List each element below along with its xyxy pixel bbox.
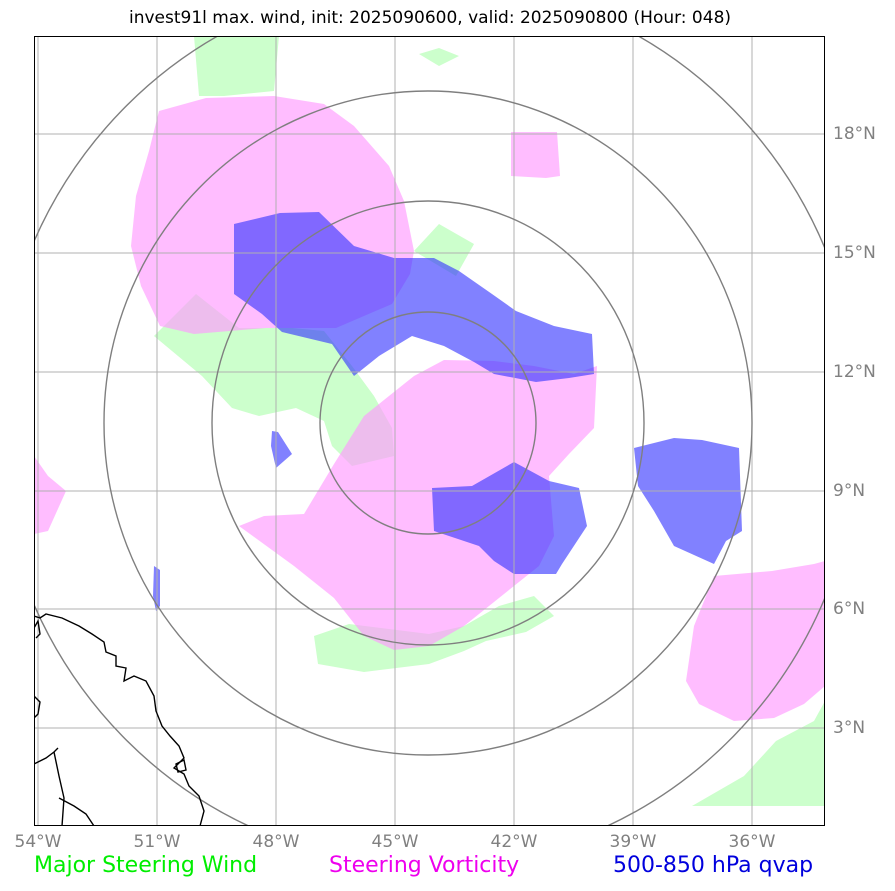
- lon-label-36w: 36°W: [728, 832, 776, 852]
- coastline-main: [34, 613, 205, 826]
- wind-region-north: [194, 36, 279, 96]
- map-plot: [34, 36, 825, 826]
- lon-label-45w: 45°W: [371, 832, 419, 852]
- range-ring-inner: [319, 311, 537, 535]
- wind-region-top-small: [419, 48, 459, 66]
- coastline-island-small: [175, 758, 187, 773]
- lat-label-3n: 3°N: [833, 718, 866, 738]
- graticule: [34, 36, 825, 826]
- vorticity-region-central: [239, 360, 597, 650]
- qvap-region-north-band: [234, 212, 594, 382]
- steering-vorticity-layer: [34, 96, 825, 721]
- qvap-region-east: [634, 438, 742, 564]
- lat-label-9n: 9°N: [833, 481, 866, 501]
- coastline-west-island: [34, 695, 41, 719]
- lon-label-48w: 48°W: [252, 832, 300, 852]
- legend-steering-vorticity: Steering Vorticity: [329, 853, 520, 878]
- plot-border: [34, 36, 825, 826]
- range-ring-third: [103, 90, 753, 756]
- lat-label-6n: 6°N: [833, 599, 866, 619]
- lon-label-39w: 39°W: [609, 832, 657, 852]
- coastline: [34, 613, 205, 826]
- legend-qvap: 500-850 hPa qvap: [613, 853, 814, 878]
- lat-label-18n: 18°N: [833, 124, 876, 144]
- range-rings: [34, 36, 825, 826]
- wind-region-center: [414, 224, 474, 276]
- lon-label-51w: 51°W: [133, 832, 181, 852]
- coastline-north-tip: [34, 618, 41, 639]
- map-title: invest91l max. wind, init: 2025090600, v…: [128, 8, 732, 28]
- qvap-layer: [153, 212, 742, 611]
- wind-region-west: [154, 294, 394, 466]
- border-line-3: [58, 797, 95, 826]
- lon-label-42w: 42°W: [490, 832, 538, 852]
- qvap-region-south-center: [432, 462, 587, 574]
- vorticity-region-west-edge: [34, 456, 66, 534]
- wind-region-southeast: [692, 701, 825, 806]
- vorticity-region-top-right: [511, 132, 560, 178]
- lon-label-54w: 54°W: [14, 832, 62, 852]
- range-ring-second: [211, 200, 645, 646]
- lat-label-15n: 15°N: [833, 243, 876, 263]
- qvap-region-west-sliver: [271, 431, 292, 468]
- border-line-2: [53, 751, 65, 826]
- legend-steering-wind: Major Steering Wind: [34, 853, 258, 878]
- border-line-1: [34, 747, 59, 765]
- lat-label-12n: 12°N: [833, 362, 876, 382]
- vorticity-region-southeast: [686, 561, 825, 721]
